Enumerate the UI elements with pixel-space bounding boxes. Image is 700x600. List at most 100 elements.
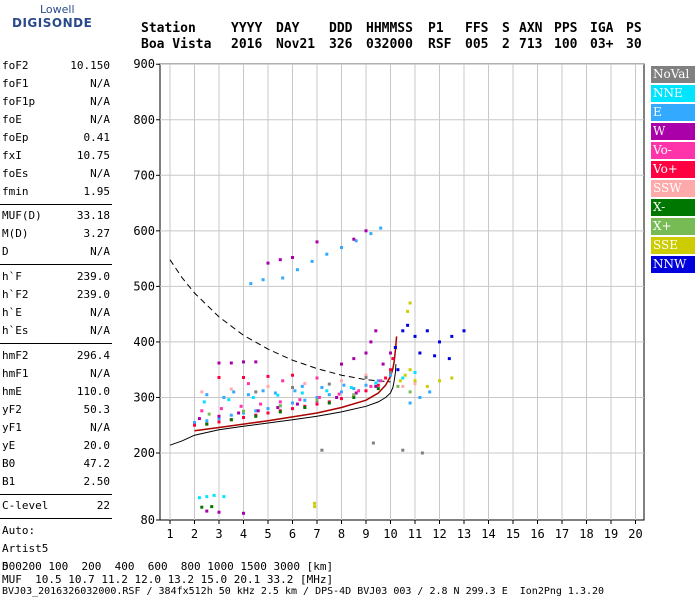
data-point (205, 422, 209, 426)
data-point (315, 240, 319, 244)
data-point (303, 382, 307, 386)
data-point (266, 407, 270, 411)
data-point (254, 414, 258, 418)
param-value: 296.4 (76, 349, 110, 362)
x-tick-label: 11 (408, 527, 422, 541)
data-point (403, 373, 407, 377)
data-point (217, 510, 221, 514)
data-point (438, 379, 441, 383)
data-point (433, 354, 437, 358)
x-tick-label: 7 (313, 527, 320, 541)
param-row: B0 47.2 (2, 457, 110, 475)
data-point (291, 407, 294, 411)
param-value: N/A (90, 306, 110, 319)
header-axn-value: 713 (519, 37, 543, 52)
y-tick-label: 80 (141, 513, 155, 527)
header-hhmmss-label: HHMMSS (366, 21, 413, 36)
param-value: N/A (90, 167, 110, 180)
data-point (229, 413, 233, 417)
legend-item: Vo+ (651, 161, 695, 178)
param-row: C-level 22 (2, 499, 110, 517)
data-point (315, 402, 319, 406)
header-yyyy-label: YYYY (231, 21, 263, 36)
header-day-value: Nov21 (276, 37, 316, 52)
data-point (450, 376, 454, 380)
data-point (249, 282, 253, 286)
header-day-label: DAY (276, 21, 300, 36)
data-point (295, 268, 299, 272)
data-point (242, 416, 245, 419)
data-point (278, 404, 282, 408)
data-point (420, 451, 424, 455)
logo-digisonde: DIGISONDE (12, 16, 93, 30)
x-tick-label: 3 (215, 527, 222, 541)
param-value: 110.0 (76, 385, 110, 398)
header-s-value: 2 (502, 37, 510, 52)
data-point (325, 389, 329, 393)
data-point (352, 393, 356, 397)
data-point (193, 421, 196, 424)
header-p1-value: RSF (428, 37, 452, 52)
data-point (369, 384, 373, 388)
header-ffs-value: 005 (465, 37, 489, 52)
param-value: 3.27 (83, 227, 111, 240)
param-name: M(D) (2, 227, 29, 240)
param-value: 10.150 (70, 59, 110, 72)
data-point (352, 396, 356, 399)
header-ddd-value: 326 (329, 37, 353, 52)
param-name: B1 (2, 475, 16, 488)
data-point (217, 420, 221, 424)
footer-distance-row: D 100 200 400 600 800 1000 1500 3000 [km… (2, 560, 334, 573)
param-row: M(D) 3.27 (2, 227, 110, 245)
data-point (207, 412, 211, 416)
divider (0, 204, 112, 205)
data-point (254, 390, 258, 394)
data-point (408, 390, 412, 394)
data-point (408, 401, 412, 405)
param-name: yF2 (2, 403, 22, 416)
legend-item: Vo- (651, 142, 695, 159)
legend-item: W (651, 123, 695, 140)
data-point (273, 391, 277, 395)
divider (0, 518, 112, 519)
data-point (352, 357, 356, 361)
data-point (229, 387, 233, 391)
legend-item: SSE (651, 237, 695, 254)
param-row: B1 2.50 (2, 475, 110, 493)
x-tick-label: 13 (457, 527, 471, 541)
header-ps-value: 30 (626, 37, 642, 52)
param-row: foF2 10.150 (2, 59, 110, 77)
param-name: hmF1 (2, 367, 29, 380)
data-point (406, 309, 410, 313)
data-point (200, 505, 204, 509)
data-point (239, 404, 243, 408)
data-point (364, 229, 368, 233)
data-point (369, 232, 373, 236)
param-value: 239.0 (76, 270, 110, 283)
chart-traces (169, 259, 398, 446)
data-point (320, 448, 324, 452)
data-point (242, 376, 245, 379)
data-point (217, 417, 221, 421)
header-p1-label: P1 (428, 21, 444, 36)
data-point (256, 409, 260, 413)
header-pps-value: 100 (554, 37, 578, 52)
param-name: foF2 (2, 59, 29, 72)
data-point (276, 406, 280, 409)
divider (0, 343, 112, 344)
artist-label: Artist5 (2, 542, 49, 555)
param-value: N/A (90, 421, 110, 434)
data-point (401, 384, 405, 388)
header-ffs-label: FFS (465, 21, 489, 36)
data-point (217, 376, 221, 379)
data-point (376, 387, 380, 391)
data-point (396, 368, 400, 372)
data-point (202, 400, 206, 404)
param-name: B0 (2, 457, 16, 470)
legend-item: NNW (651, 256, 695, 273)
x-tick-label: 2 (191, 527, 198, 541)
data-point (254, 409, 258, 413)
data-point (281, 276, 285, 280)
param-value: 2.50 (83, 475, 111, 488)
y-tick-label: 800 (133, 113, 155, 127)
